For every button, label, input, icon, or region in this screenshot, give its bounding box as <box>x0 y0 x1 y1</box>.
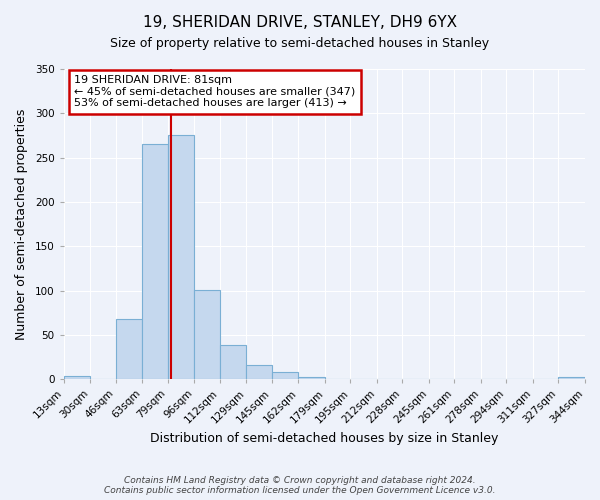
Bar <box>142 144 167 379</box>
Y-axis label: Number of semi-detached properties: Number of semi-detached properties <box>15 108 28 340</box>
Bar <box>558 378 585 379</box>
Bar <box>167 136 194 379</box>
Bar <box>272 372 298 379</box>
Bar <box>116 319 142 379</box>
X-axis label: Distribution of semi-detached houses by size in Stanley: Distribution of semi-detached houses by … <box>150 432 499 445</box>
Bar <box>64 376 91 379</box>
Bar <box>247 365 272 379</box>
Bar <box>220 344 247 379</box>
Bar <box>194 290 220 379</box>
Text: 19 SHERIDAN DRIVE: 81sqm
← 45% of semi-detached houses are smaller (347)
53% of : 19 SHERIDAN DRIVE: 81sqm ← 45% of semi-d… <box>74 75 355 108</box>
Text: 19, SHERIDAN DRIVE, STANLEY, DH9 6YX: 19, SHERIDAN DRIVE, STANLEY, DH9 6YX <box>143 15 457 30</box>
Text: Size of property relative to semi-detached houses in Stanley: Size of property relative to semi-detach… <box>110 38 490 51</box>
Text: Contains HM Land Registry data © Crown copyright and database right 2024.
Contai: Contains HM Land Registry data © Crown c… <box>104 476 496 495</box>
Bar <box>298 378 325 379</box>
